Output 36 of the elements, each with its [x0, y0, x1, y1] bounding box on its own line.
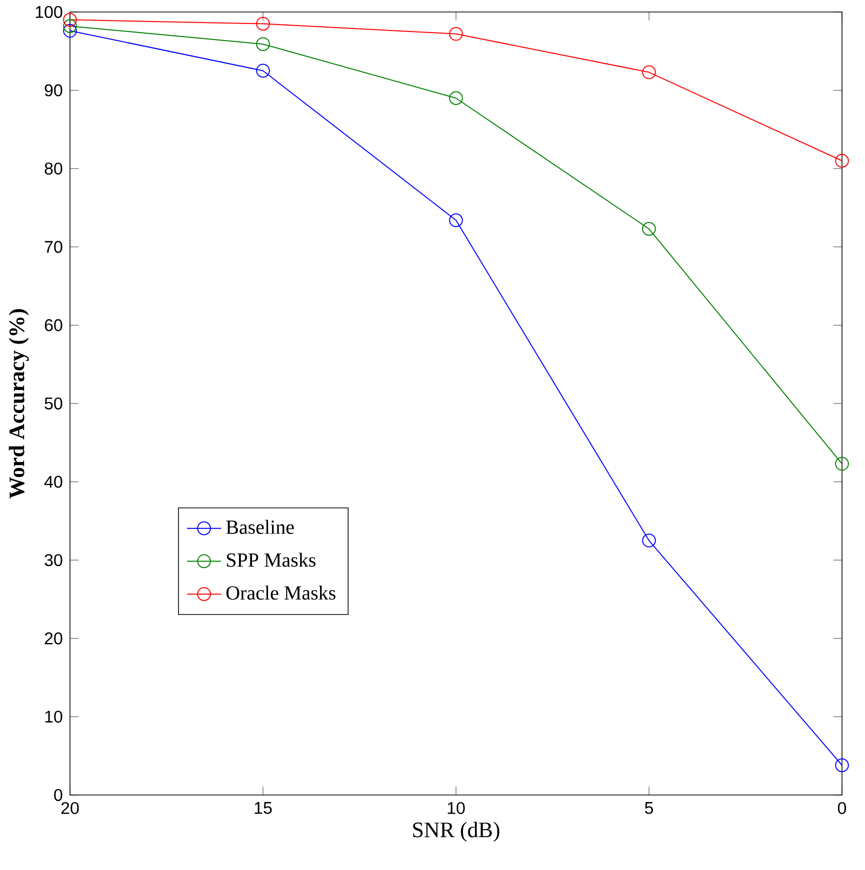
point [63, 12, 77, 27]
point [642, 222, 656, 236]
legend-label: Baseline [226, 520, 294, 534]
point [449, 213, 463, 228]
y-tick-label: 20 [44, 632, 62, 644]
y-tick-label: 0 [54, 788, 62, 802]
y-axis-title: Word Accuracy (%) [8, 309, 29, 498]
point [256, 16, 270, 31]
y-tick-label: 30 [44, 554, 62, 566]
y-tick-label: 60 [44, 319, 62, 332]
point [835, 758, 849, 772]
y-tick-label: 40 [44, 476, 62, 488]
x-tick-label: 0 [838, 802, 846, 814]
point [63, 19, 77, 33]
legend-label: Oracle Masks [226, 586, 336, 600]
y-tick-label: 50 [44, 397, 62, 410]
point [835, 456, 849, 471]
y-tick-label: 80 [44, 162, 62, 175]
y-tick-label: 100 [36, 6, 62, 18]
point [256, 37, 270, 51]
x-tick-label: 15 [254, 802, 272, 814]
x-tick-label: 10 [448, 802, 465, 814]
y-tick-label: 10 [45, 710, 62, 723]
y-tick-label: 90 [44, 84, 62, 96]
point [642, 534, 656, 548]
point [642, 65, 656, 80]
y-tick-label: 70 [44, 240, 62, 253]
point [449, 91, 463, 106]
point [449, 27, 463, 41]
x-axis-title: SNR (dB) [413, 822, 500, 842]
legend-label: SPP Masks [226, 552, 316, 567]
point [63, 24, 77, 38]
x-tick-label: 5 [644, 802, 654, 814]
point [835, 154, 849, 168]
x-tick-label: 20 [61, 802, 79, 814]
point [256, 64, 270, 78]
